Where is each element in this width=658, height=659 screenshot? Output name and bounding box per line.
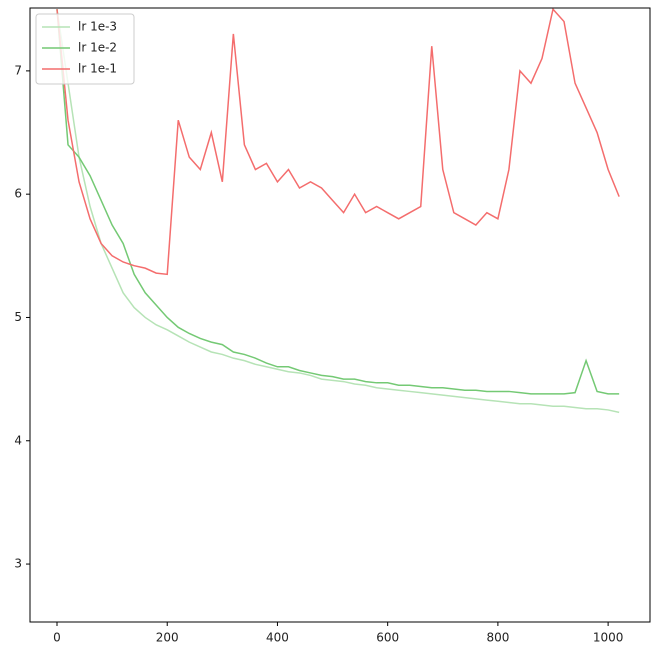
legend-label: lr 1e-1	[78, 62, 117, 76]
y-tick-label: 3	[14, 557, 22, 571]
x-tick-label: 1000	[593, 631, 624, 645]
x-tick-label: 600	[376, 631, 399, 645]
x-tick-label: 400	[266, 631, 289, 645]
y-tick-label: 7	[14, 63, 22, 77]
legend-box	[35, 13, 135, 85]
series-line	[56, 8, 620, 276]
legend-label: lr 1e-2	[78, 41, 117, 55]
plot-frame	[29, 7, 651, 623]
x-tick-label: 0	[53, 631, 61, 645]
x-tick-label: 200	[156, 631, 179, 645]
legend-label: lr 1e-3	[78, 20, 117, 34]
series-line	[56, 9, 620, 414]
y-tick-label: 4	[14, 433, 22, 447]
y-tick-label: 6	[14, 187, 22, 201]
x-tick-label: 800	[486, 631, 509, 645]
y-tick-label: 5	[14, 310, 22, 324]
series-line	[56, 9, 620, 395]
